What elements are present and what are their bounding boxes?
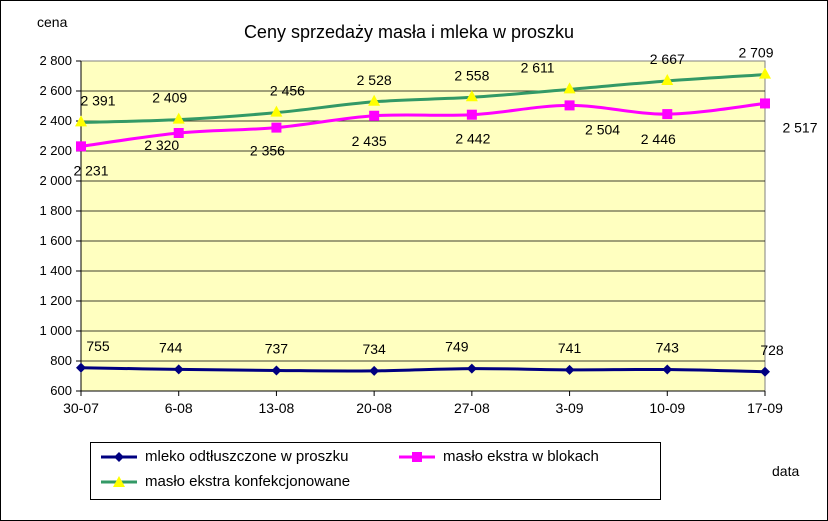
data-point [271,122,282,133]
data-label: 2 667 [650,51,685,67]
data-point [466,109,477,120]
data-label: 2 320 [144,137,179,153]
data-label: 743 [656,340,680,356]
data-point [466,363,477,374]
data-point [563,82,576,94]
data-point [369,110,380,121]
x-tick-label: 6-08 [165,400,193,416]
series-line [80,101,766,148]
legend-item-maslo-bloki: masło ekstra w blokach [397,448,599,465]
data-label: 2 446 [641,131,676,147]
data-point [173,128,184,138]
data-label: 749 [445,339,469,355]
data-label: 2 528 [357,72,392,88]
data-point [75,115,87,127]
data-point [465,90,478,102]
plot-area [80,60,766,392]
data-label: 2 558 [454,67,489,83]
data-point [76,141,86,152]
legend-label: mleko odtłuszczone w proszku [145,448,349,465]
y-axis-label: cena [37,14,68,30]
y-tick-label: 1 000 [39,323,72,338]
x-tick-label: 10-09 [649,400,685,416]
data-point [662,109,673,120]
y-tick-label: 1 600 [39,233,72,248]
x-tick-label: 13-08 [259,400,295,416]
x-tick-label: 3-09 [556,400,584,416]
data-label: 755 [86,338,110,354]
y-tick-label: 1 200 [39,293,72,308]
data-label: 2 709 [738,45,773,61]
data-point [271,365,282,376]
y-tick-label: 2 600 [39,83,72,98]
data-point [369,365,380,376]
data-point [270,105,283,117]
data-point [760,98,770,109]
data-label: 741 [558,340,582,356]
x-tick-label: 20-08 [356,400,392,416]
y-tick-label: 1 400 [39,263,72,278]
y-tick-label: 800 [50,353,72,368]
data-label: 2 391 [80,92,115,108]
data-label: 734 [362,341,386,357]
x-axis-label: data [772,463,800,479]
data-label: 2 504 [585,121,620,137]
data-point [173,364,184,375]
data-label: 2 356 [250,143,285,159]
y-tick-label: 2 400 [39,113,72,128]
y-tick-label: 1 800 [39,203,72,218]
data-point [760,366,770,377]
legend-label: masło ekstra w blokach [443,448,599,465]
x-tick-label: 17-09 [747,400,783,416]
data-label: 2 456 [270,83,305,99]
y-tick-label: 2 000 [39,173,72,188]
chart-title: Ceny sprzedaży masła i mleka w proszku [244,22,574,42]
data-label: 2 517 [782,119,817,135]
y-tick-label: 2 200 [39,143,72,158]
data-label: 2 611 [521,59,555,75]
data-label: 2 231 [73,162,108,178]
y-tick-label: 2 800 [39,53,72,68]
legend-swatch-triangle [101,475,137,487]
legend-swatch-diamond [101,451,137,462]
data-point [564,364,575,375]
series-line [80,73,766,124]
data-point [759,67,771,79]
data-label: 744 [159,339,183,355]
x-tick-label: 30-07 [63,400,99,416]
y-tick-label: 600 [50,383,72,398]
data-point [661,73,674,85]
data-label: 2 409 [152,90,187,106]
series-line [80,366,766,374]
data-label: 2 435 [352,133,387,149]
x-tick-label: 27-08 [454,400,490,416]
legend-swatch-square [399,451,435,462]
legend-item-maslo-konfekcjonowane: masło ekstra konfekcjonowane [99,473,350,490]
data-point [662,364,673,375]
data-point [172,112,185,124]
data-label: 2 442 [455,131,490,147]
data-point [564,100,575,111]
legend: mleko odtłuszczone w proszku masło ekstr… [90,442,661,500]
data-label: 728 [760,342,784,358]
data-point [76,362,86,373]
legend-label: masło ekstra konfekcjonowane [145,473,351,490]
data-label: 737 [265,340,289,356]
data-point [368,94,381,106]
legend-item-mleko: mleko odtłuszczone w proszku [99,448,348,465]
